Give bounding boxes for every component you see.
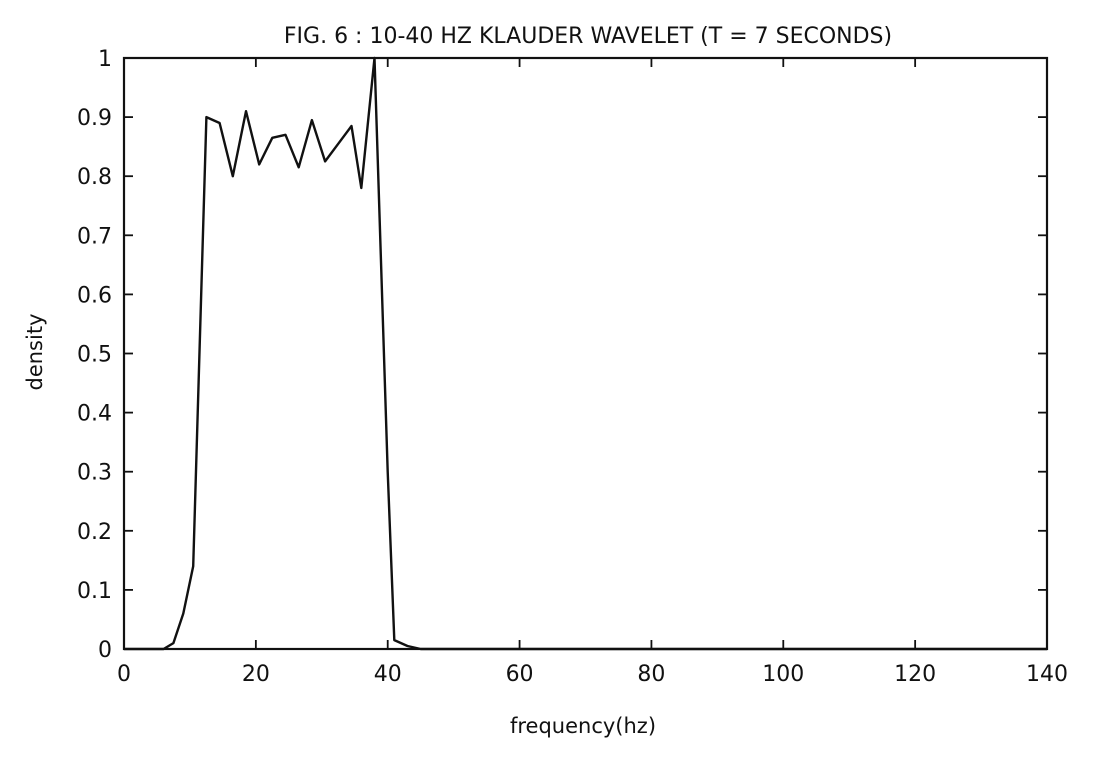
y-tick-label: 0.7	[77, 224, 112, 249]
x-tick-label: 40	[374, 662, 402, 687]
x-tick-label: 20	[242, 662, 270, 687]
y-axis-label: density	[23, 314, 47, 391]
series-layer	[124, 56, 1047, 651]
y-tick-label: 0	[98, 638, 112, 663]
x-tick-label: 60	[506, 662, 534, 687]
x-tick-label: 100	[762, 662, 804, 687]
x-tick-label: 0	[117, 662, 131, 687]
y-tick-label: 0.2	[77, 520, 112, 545]
plot-frame	[122, 56, 1049, 651]
series-line	[124, 56, 1047, 651]
y-tick-label: 0.1	[77, 579, 112, 604]
x-axis-label: frequency(hz)	[510, 714, 656, 738]
chart-title: FIG. 6 : 10-40 HZ KLAUDER WAVELET (T = 7…	[284, 24, 892, 49]
y-tick-label: 0.3	[77, 461, 112, 486]
y-tick-label: 0.5	[77, 343, 112, 368]
x-tick-label: 120	[894, 662, 936, 687]
y-tick-label: 0.4	[77, 402, 112, 427]
x-tick-label: 140	[1026, 662, 1068, 687]
x-tick-label: 80	[637, 662, 665, 687]
y-tick-label: 0.6	[77, 283, 112, 308]
y-tick-label: 0.8	[77, 165, 112, 190]
ticks-layer: 0 20 40 60 80 100 120 140 0 0.1 0.2 0.3 0.4 0.5 0.6 0.7…	[77, 47, 1068, 687]
y-tick-label: 1	[98, 47, 112, 72]
y-tick-label: 0.9	[77, 106, 112, 131]
